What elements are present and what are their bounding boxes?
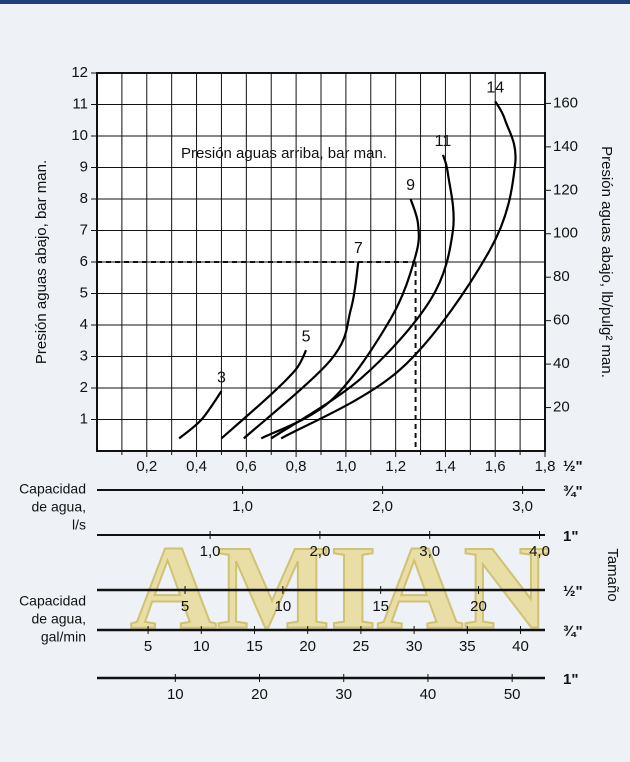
scale-tick-label: 35 xyxy=(459,638,476,655)
x-tick-label: 1,0 xyxy=(335,458,356,475)
scale-tick-label: 2,0 xyxy=(372,498,393,515)
size-label: ¾" xyxy=(563,483,583,500)
y2-tick-label: 140 xyxy=(553,138,578,155)
curve-label: 7 xyxy=(354,240,363,257)
x-tick-label: 0,6 xyxy=(236,458,257,475)
scale-tick-label: 5 xyxy=(181,598,189,615)
y-tick-label: 4 xyxy=(80,316,88,333)
size-label: ¾" xyxy=(563,623,583,640)
scale-tick-label: 40 xyxy=(512,638,529,655)
scale-tick-label: 2,0 xyxy=(309,543,330,560)
size-title: Tamaño xyxy=(604,548,621,601)
top-border xyxy=(0,0,630,4)
y2-tick-label: 40 xyxy=(553,355,570,372)
y-tick-label: 10 xyxy=(71,127,88,144)
scale-tick-label: 20 xyxy=(251,686,268,703)
scale-group-label: de agua, xyxy=(32,499,87,515)
scale-tick-label: 10 xyxy=(193,638,210,655)
page: {"chart_data": { "type": "line", "y_labe… xyxy=(0,0,630,762)
y-tick-label: 5 xyxy=(80,284,88,301)
y-tick-label: 3 xyxy=(80,347,88,364)
scale-group-label: Capacidad xyxy=(19,593,86,609)
x-tick-label: 0,4 xyxy=(186,458,207,475)
y-tick-label: 9 xyxy=(80,158,88,175)
y2-tick-label: 160 xyxy=(553,94,578,111)
y2-tick-label: 100 xyxy=(553,225,578,242)
scale-tick-label: 30 xyxy=(406,638,423,655)
scale-tick-label: 15 xyxy=(246,638,263,655)
scale-group-label: gal/min xyxy=(41,629,86,645)
y-axis-label: Presión aguas abajo, bar man. xyxy=(33,160,50,364)
x-tick-label: 1,6 xyxy=(485,458,506,475)
scale-tick-label: 30 xyxy=(335,686,352,703)
y-tick-label: 1 xyxy=(80,410,88,427)
x-tick-label: 1,4 xyxy=(435,458,456,475)
scale-tick-label: 15 xyxy=(372,598,389,615)
scale-tick-label: 10 xyxy=(275,598,292,615)
size-label: ½" xyxy=(563,458,583,475)
size-label: 1" xyxy=(563,671,578,688)
scale-tick-label: 50 xyxy=(504,686,521,703)
y-tick-label: 2 xyxy=(80,379,88,396)
curve-label: 9 xyxy=(406,177,415,194)
curve-label: 5 xyxy=(302,328,311,345)
scale-tick-label: 10 xyxy=(167,686,184,703)
curve-label: 14 xyxy=(486,80,504,97)
scale-tick-label: 40 xyxy=(420,686,437,703)
scale-tick-label: 1,0 xyxy=(232,498,253,515)
scale-group-label: de agua, xyxy=(32,611,87,627)
size-label: 1" xyxy=(563,528,578,545)
scale-group-label: Capacidad xyxy=(19,481,86,497)
scale-tick-label: 5 xyxy=(144,638,152,655)
y-tick-label: 12 xyxy=(71,64,88,81)
x-tick-label: 1,8 xyxy=(535,458,556,475)
curve-label: 3 xyxy=(217,369,226,386)
scale-tick-label: 3,0 xyxy=(512,498,533,515)
y2-axis-label: Presión aguas abajo, lb/pulg² man. xyxy=(598,146,615,378)
y2-tick-label: 60 xyxy=(553,312,570,329)
chart: AMIAN Presión aguas abajo, bar man. Pres… xyxy=(0,0,630,762)
annotation: Presión aguas arriba, bar man. xyxy=(181,145,387,162)
x-tick-label: 0,2 xyxy=(136,458,157,475)
x-tick-label: 1,2 xyxy=(385,458,406,475)
curve-label: 11 xyxy=(435,133,452,150)
y-tick-label: 7 xyxy=(80,221,88,238)
y-tick-label: 11 xyxy=(72,95,88,112)
y2-tick-label: 80 xyxy=(553,268,570,285)
scale-tick-label: 4,0 xyxy=(529,543,550,560)
scale-group-label: l/s xyxy=(72,517,86,533)
y2-tick-label: 20 xyxy=(553,399,570,416)
y2-tick-label: 120 xyxy=(553,181,578,198)
scale-tick-label: 3,0 xyxy=(419,543,440,560)
scale-tick-label: 25 xyxy=(353,638,370,655)
size-label: ½" xyxy=(563,583,583,600)
y-tick-label: 8 xyxy=(80,190,88,207)
scale-tick-label: 1,0 xyxy=(200,543,221,560)
scale-tick-label: 20 xyxy=(299,638,316,655)
y-tick-label: 6 xyxy=(80,253,88,270)
scale-tick-label: 20 xyxy=(470,598,487,615)
x-tick-label: 0,8 xyxy=(286,458,307,475)
watermark: AMIAN xyxy=(130,521,550,654)
